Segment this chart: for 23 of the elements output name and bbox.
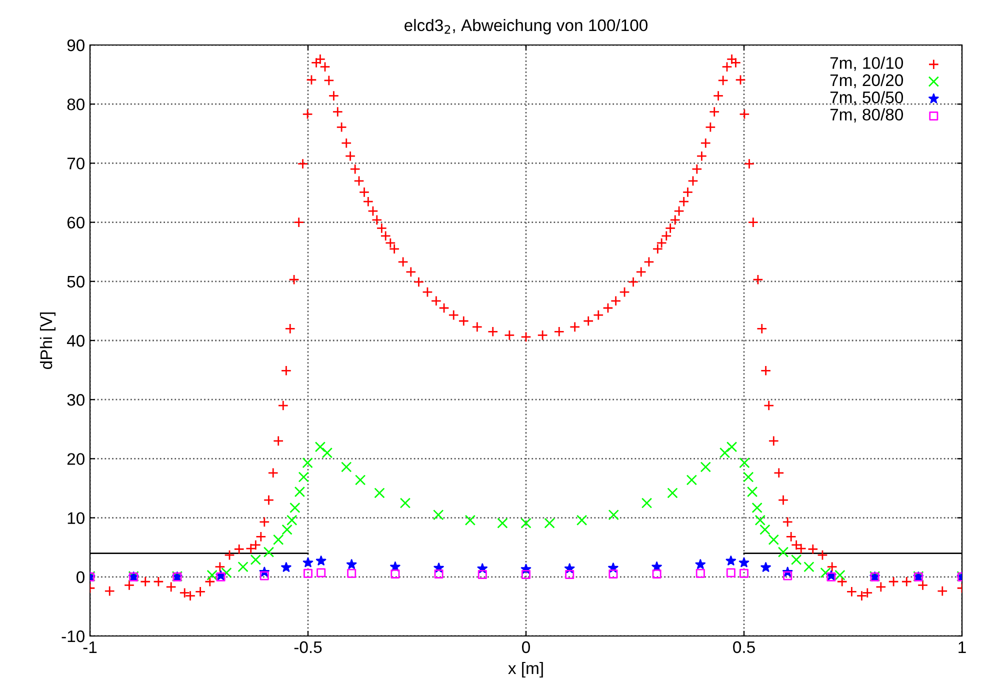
x-tick-label: -1	[83, 641, 97, 653]
y-tick-label: 10	[68, 512, 84, 524]
y-tick-label: 70	[67, 158, 84, 170]
x-tick-label: 1	[958, 641, 966, 653]
y-tick-label: 0	[76, 571, 84, 584]
chart-title: elcd3$_{2}$, Abweichung von 100/100	[404, 18, 648, 34]
legend-label: 7m, 20/20	[830, 74, 904, 88]
x-axis-title: x [m]	[508, 662, 543, 678]
y-tick-label: 60	[67, 216, 84, 229]
y-tick-label: 90	[67, 39, 84, 52]
x-tick-label: -0.5	[294, 641, 322, 654]
y-axis-title: dPhi [V]	[40, 312, 56, 369]
y-tick-label: -10	[62, 630, 84, 642]
y-tick-label: 40	[66, 334, 84, 347]
legend-label: 7m, 80/80	[830, 108, 904, 122]
x-tick-label: 0.5	[733, 641, 755, 654]
y-tick-label: 20	[67, 453, 84, 465]
y-tick-label: 50	[67, 276, 84, 288]
legend-label: 7m, 10/10	[830, 56, 904, 71]
legend-label: 7m, 50/50	[830, 91, 904, 106]
x-tick-label: 0	[522, 641, 530, 654]
y-tick-label: 80	[67, 98, 84, 110]
y-tick-label: 30	[67, 394, 84, 406]
